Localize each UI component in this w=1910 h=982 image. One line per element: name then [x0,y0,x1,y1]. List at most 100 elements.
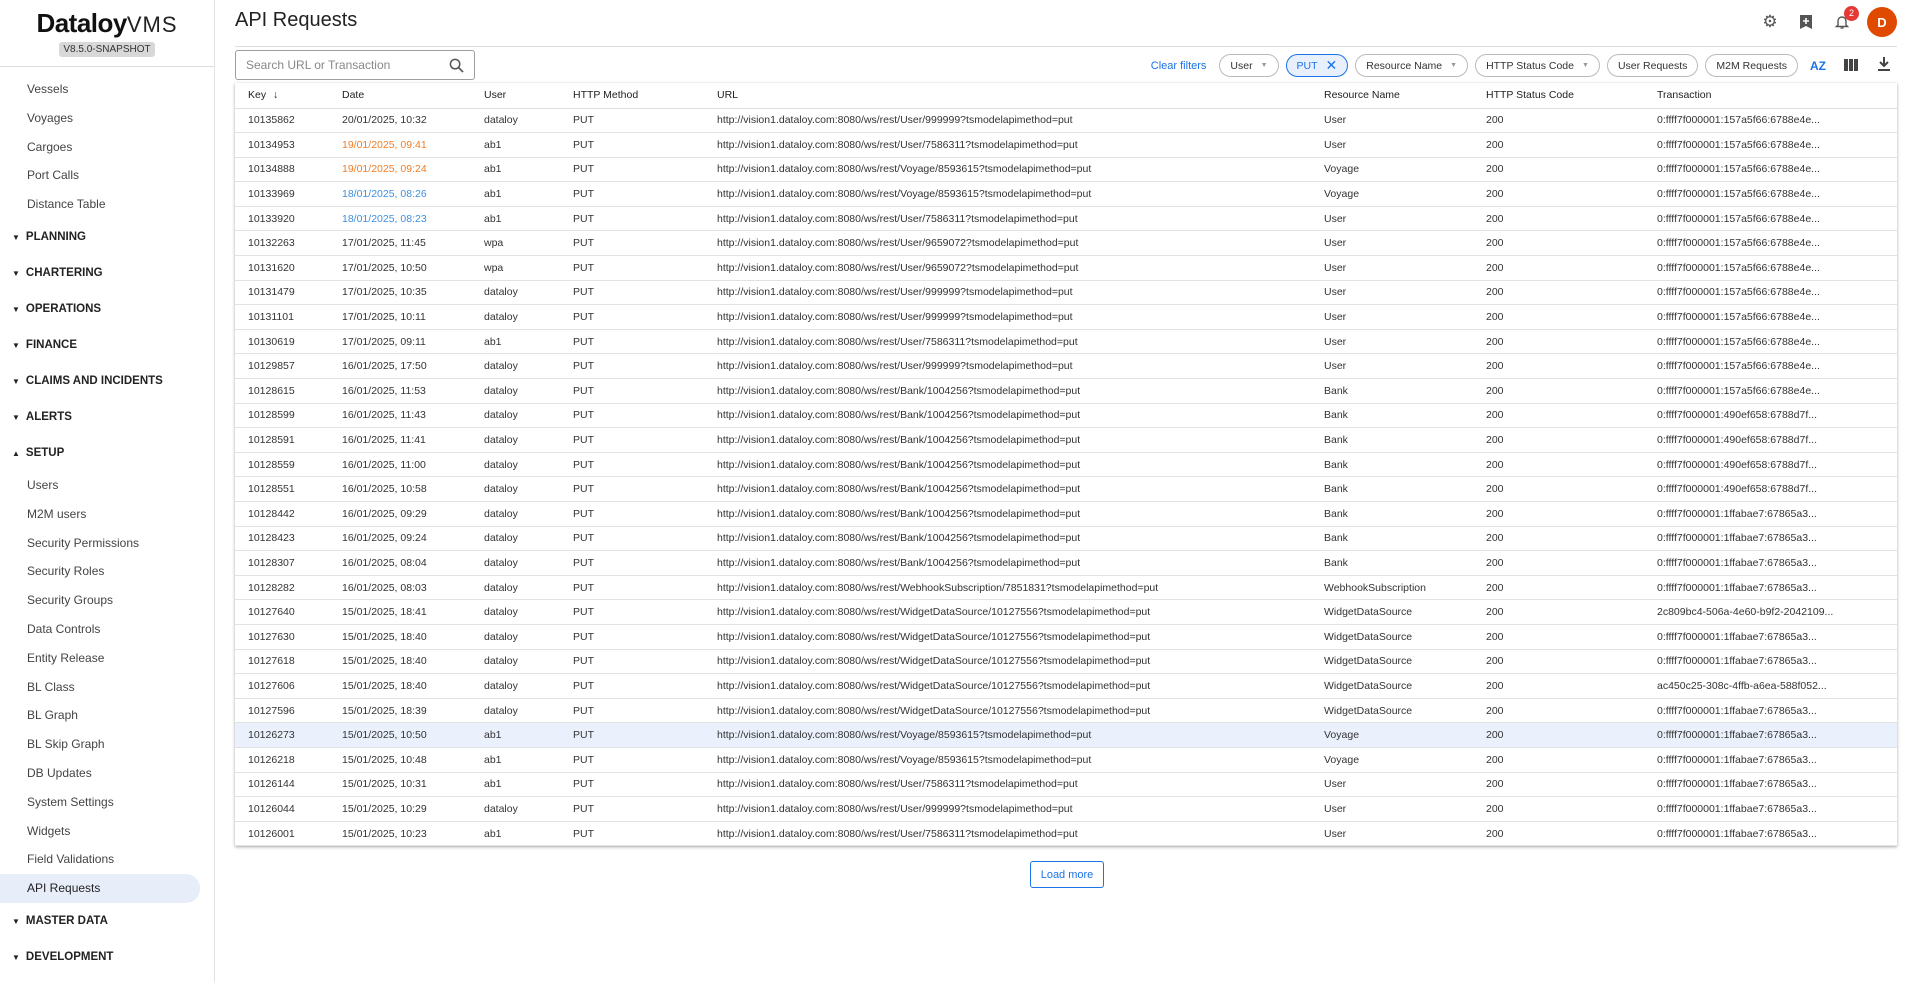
sidebar-item-security-permissions[interactable]: Security Permissions [27,535,140,550]
sidebar-item-users[interactable]: Users [27,477,59,492]
table-row[interactable]: 10127596 15/01/2025, 18:39 dataloy PUT http:… [235,698,1897,724]
column-header-url[interactable]: URL [704,83,1311,109]
sidebar-section-planning[interactable]: ▼ PLANNING [0,219,214,255]
settings-gear-icon[interactable]: ⚙ [1762,12,1778,31]
sidebar-item-entity-release[interactable]: Entity Release [27,650,105,665]
table-row[interactable]: 10133969 18/01/2025, 08:26 ab1 PUT http://vi… [235,181,1897,207]
cell-url: http://vision1.dataloy.com:8080/ws/rest/… [704,427,1311,453]
sidebar-item-security-roles[interactable]: Security Roles [27,564,105,579]
table-row[interactable]: 10131479 17/01/2025, 10:35 dataloy PUT http:… [235,280,1897,306]
status-code-filter-chip[interactable]: HTTP Status Code ▼ [1475,54,1600,77]
cell-date: 16/01/2025, 11:43 [329,403,471,429]
table-row[interactable]: 10127618 15/01/2025, 18:40 dataloy PUT http:… [235,649,1897,675]
column-header-key[interactable]: Key ↓ [235,83,329,109]
sidebar-item-m2m-users[interactable]: M2M users [27,506,87,521]
sidebar-section-alerts[interactable]: ▼ ALERTS [0,399,214,435]
table-row[interactable]: 10132263 17/01/2025, 11:45 wpa PUT http://vi… [235,230,1897,257]
table-row[interactable]: 10128599 16/01/2025, 11:43 dataloy PUT http:… [235,403,1897,429]
download-icon[interactable] [1871,57,1897,74]
cell-transaction: 2c809bc4-506a-4e60-b9f2-2042109... [1644,599,1897,625]
user-avatar[interactable]: D [1867,7,1897,37]
cell-resource-name: User [1311,353,1473,380]
section-label: MASTER DATA [25,914,108,927]
sidebar-item-widgets[interactable]: Widgets [27,823,71,838]
table-row[interactable]: 10131620 17/01/2025, 10:50 wpa PUT http://vi… [235,255,1897,281]
table-row[interactable]: 10126273 15/01/2025, 10:50 ab1 PUT http://vi… [235,722,1897,748]
table-row[interactable]: 10131101 17/01/2025, 10:11 dataloy PUT http:… [235,304,1897,330]
table-row[interactable]: 10128307 16/01/2025, 08:04 dataloy PUT http:… [235,550,1897,576]
sort-arrow-down-icon[interactable]: ↓ [270,89,279,102]
clear-filters-link[interactable]: Clear filters [1150,59,1207,72]
column-header-resource-name[interactable]: Resource Name [1311,83,1473,109]
sort-az-icon[interactable]: AZ [1810,58,1826,73]
table-row[interactable]: 10129857 16/01/2025, 17:50 dataloy PUT http:… [235,353,1897,380]
sidebar-item-system-settings[interactable]: System Settings [27,794,114,809]
search-input[interactable] [246,58,449,72]
sidebar-section-claims-and-incidents[interactable]: ▼ CLAIMS AND INCIDENTS [0,363,214,399]
table-row[interactable]: 10128551 16/01/2025, 10:58 dataloy PUT http:… [235,476,1897,502]
table-row[interactable]: 10126001 15/01/2025, 10:23 ab1 PUT http://vi… [235,821,1897,847]
api-requests-table: Key ↓ Date User HTTP Method URL Resource Name… [235,83,1897,847]
version-badge: V8.5.0-SNAPSHOT [59,42,155,57]
user-filter-chip[interactable]: User ▼ [1219,54,1279,77]
cell-resource-name: User [1311,772,1473,798]
columns-icon[interactable] [1838,58,1864,74]
cell-key: 10130619 [235,329,329,355]
table-row[interactable]: 10133920 18/01/2025, 08:23 ab1 PUT http://vi… [235,206,1897,232]
sidebar-section-chartering[interactable]: ▼ CHARTERING [0,255,214,291]
column-header-transaction[interactable]: Transaction [1644,83,1897,109]
resource-name-filter-chip[interactable]: Resource Name ▼ [1355,54,1469,77]
sidebar-section-finance[interactable]: ▼ FINANCE [0,327,214,363]
sidebar-item-field-validations[interactable]: Field Validations [27,852,115,867]
table-row[interactable]: 10127630 15/01/2025, 18:40 dataloy PUT http:… [235,624,1897,650]
sidebar-item-db-updates[interactable]: DB Updates [27,765,92,780]
sidebar-item-voyages[interactable]: Voyages [27,110,74,125]
sidebar-item-bl-graph[interactable]: BL Graph [27,708,78,723]
m2m-requests-chip[interactable]: M2M Requests [1705,54,1798,77]
table-row[interactable]: 10130619 17/01/2025, 09:11 ab1 PUT http://vi… [235,329,1897,355]
table-row[interactable]: 10134953 19/01/2025, 09:41 ab1 PUT http://vi… [235,132,1897,158]
close-icon[interactable]: ✕ [1325,57,1338,73]
sidebar-item-cargoes[interactable]: Cargoes [27,139,73,154]
cell-transaction: 0:ffff7f000001:1ffabae7:67865a3... [1644,772,1897,798]
cell-user: ab1 [471,329,560,355]
sidebar-section-operations[interactable]: ▼ OPERATIONS [0,291,214,327]
search-icon[interactable] [449,58,464,73]
sidebar-section-development[interactable]: ▼ DEVELOPMENT [0,939,214,975]
table-row[interactable]: 10128615 16/01/2025, 11:53 dataloy PUT http:… [235,378,1897,404]
user-requests-chip[interactable]: User Requests [1606,54,1699,77]
search-box[interactable] [235,50,475,80]
table-row[interactable]: 10128559 16/01/2025, 11:00 dataloy PUT http:… [235,452,1897,478]
sidebar-item-vessels[interactable]: Vessels [27,82,69,96]
sidebar-section-master-data[interactable]: ▼ MASTER DATA [0,903,214,939]
sidebar-item-port-calls[interactable]: Port Calls [27,168,80,183]
column-header-http-method[interactable]: HTTP Method [560,83,704,109]
method-filter-chip[interactable]: PUT ✕ [1285,54,1349,77]
add-bookmark-icon[interactable] [1795,11,1817,33]
table-row[interactable]: 10127640 15/01/2025, 18:41 dataloy PUT http:… [235,599,1897,625]
sidebar-item-bl-skip-graph[interactable]: BL Skip Graph [27,737,105,752]
sidebar-item-bl-class[interactable]: BL Class [27,679,75,694]
cell-key: 10127630 [235,624,329,650]
table-row[interactable]: 10128282 16/01/2025, 08:03 dataloy PUT http:… [235,575,1897,601]
table-row[interactable]: 10126144 15/01/2025, 10:31 ab1 PUT http://vi… [235,772,1897,798]
table-row[interactable]: 10135862 20/01/2025, 10:32 dataloy PUT http:… [235,108,1897,134]
sidebar-item-api-requests[interactable]: API Requests [0,874,200,903]
table-row[interactable]: 10126044 15/01/2025, 10:29 dataloy PUT http:… [235,796,1897,822]
sidebar-section-setup[interactable]: ▲ SETUP [0,435,214,471]
sidebar-item-distance-table[interactable]: Distance Table [27,197,106,212]
table-row[interactable]: 10128423 16/01/2025, 09:24 dataloy PUT http:… [235,526,1897,552]
table-row[interactable]: 10134888 19/01/2025, 09:24 ab1 PUT http://vi… [235,157,1897,183]
sidebar-item-security-groups[interactable]: Security Groups [27,593,114,608]
column-header-user[interactable]: User [471,83,560,109]
table-row[interactable]: 10127606 15/01/2025, 18:40 dataloy PUT http:… [235,673,1897,699]
table-row[interactable]: 10128591 16/01/2025, 11:41 dataloy PUT http:… [235,427,1897,453]
table-row[interactable]: 10128442 16/01/2025, 09:29 dataloy PUT http:… [235,501,1897,527]
notifications-bell-icon[interactable]: 2 [1831,6,1859,33]
sidebar-item-data-controls[interactable]: Data Controls [27,621,101,636]
column-header-http-status-code[interactable]: HTTP Status Code [1473,83,1644,109]
load-more-button[interactable]: Load more [1030,861,1104,888]
cell-user: dataloy [471,108,560,134]
table-row[interactable]: 10126218 15/01/2025, 10:48 ab1 PUT http://vi… [235,747,1897,773]
column-header-date[interactable]: Date [329,83,471,109]
